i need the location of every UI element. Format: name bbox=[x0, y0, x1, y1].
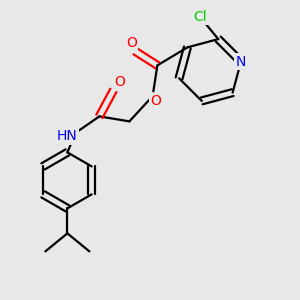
Text: O: O bbox=[126, 36, 137, 50]
Text: O: O bbox=[114, 75, 125, 89]
Text: N: N bbox=[236, 55, 246, 69]
Text: O: O bbox=[150, 94, 161, 108]
Text: Cl: Cl bbox=[194, 10, 207, 24]
Text: HN: HN bbox=[57, 129, 78, 143]
